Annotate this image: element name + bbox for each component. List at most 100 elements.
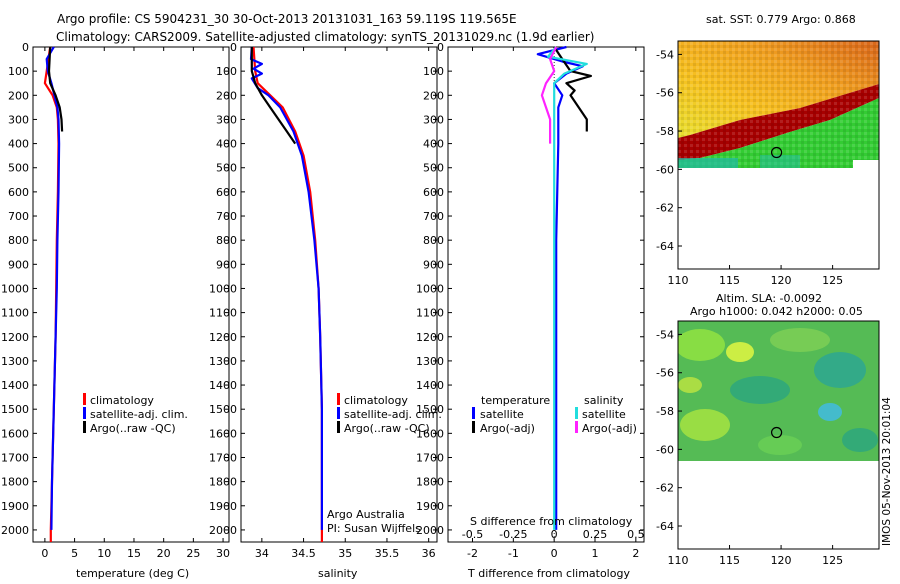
temperature-xtick-label: 5 [71,547,78,560]
legend-label-sal-satellite: satellite [582,408,626,421]
legend-swatch-temp-argo [472,421,475,433]
difference-xtick-top-label: 0.5 [627,528,645,541]
temperature-xlabel: temperature (deg C) [76,567,189,580]
sst-map-xtick-label: 110 [668,274,689,287]
sla-map-ytick-label: -62 [656,482,674,495]
sla-map-ytick-label: -64 [656,520,674,533]
temperature-ytick-label: 300 [8,113,29,126]
legend-title-salinity: salinity [584,394,624,407]
salinity-ytick-label: 1000 [209,282,237,295]
legend-swatch-argo [337,421,340,433]
difference-ytick-label: 100 [423,65,444,78]
difference-ytick-label: 2000 [416,524,444,537]
difference-ytick-label: 1700 [416,451,444,464]
temperature-xtick-label: 0 [41,547,48,560]
sst-map [678,41,879,269]
legend-swatch-sal-argo [575,421,578,433]
difference-series-salinity-argo-adj [540,46,558,144]
temperature-ytick-label: 1800 [1,476,29,489]
lines-layer [43,45,593,542]
difference-xlabel-top: S difference from climatology [470,515,633,528]
salinity-ytick-label: 500 [216,162,237,175]
difference-ytick-label: 900 [423,258,444,271]
difference-ytick-label: 700 [423,210,444,223]
temperature-ytick-label: 100 [8,65,29,78]
difference-ytick-label: 1900 [416,500,444,513]
sst-map-ytick-label: -60 [656,163,674,176]
legend-label-sal-argo: Argo(-adj) [582,422,637,435]
difference-ytick-label: 1400 [416,379,444,392]
temperature-legend: climatology satellite-adj. clim. Argo(..… [83,393,188,435]
temperature-xtick-label: 20 [157,547,171,560]
annotation-line1: Argo Australia [327,508,405,521]
difference-ytick-label: 1100 [416,307,444,320]
axes-layer: 0100200300400500600700800900100011001200… [1,41,645,560]
sla-map-xtick-label: 110 [668,554,689,567]
difference-ytick-label: 800 [423,234,444,247]
difference-xtick-label: 2 [632,547,639,560]
sla-map-frame [677,320,880,550]
legend-swatch-argo [83,421,86,433]
sla-map-ytick-label: -58 [656,405,674,418]
header-line1: Argo profile: CS 5904231_30 30-Oct-2013 … [57,12,517,26]
salinity-series-satellite-adj-clim [249,46,323,530]
legend-swatch-sal-satellite [575,407,578,419]
salinity-xtick-label: 34 [255,547,269,560]
sla-map-ytick-label: -54 [656,328,674,341]
sst-map-xtick-label: 120 [771,274,792,287]
legend-label-climatology: climatology [90,394,154,407]
legend-label-argo: Argo(..raw -QC) [90,422,176,435]
difference-ytick-label: 1200 [416,331,444,344]
sst-map-ytick-label: -58 [656,125,674,138]
sst-map-xtick-label: 115 [719,274,740,287]
annotation-line2: PI: Susan Wijffels [327,522,421,535]
temperature-ytick-label: 400 [8,138,29,151]
salinity-series-argo-raw-qc [250,47,297,145]
salinity-legend: climatology satellite-adj. clim. Argo(..… [337,393,442,435]
sst-map-ytick-label: -56 [656,87,674,100]
legend-swatch-satellite [83,407,86,419]
temperature-ytick-label: 500 [8,162,29,175]
temperature-ytick-label: 1700 [1,451,29,464]
temperature-axes [32,46,230,543]
salinity-ytick-label: 1800 [209,476,237,489]
salinity-ytick-label: 1600 [209,427,237,440]
sla-map-xtick-label: 120 [771,554,792,567]
salinity-xtick-label: 36 [422,547,436,560]
temperature-ytick-label: 200 [8,89,29,102]
difference-xtick-top-label: 0.25 [583,528,608,541]
temperature-ytick-label: 900 [8,258,29,271]
difference-series-temperature-satellite [536,45,584,530]
salinity-ytick-label: 600 [216,186,237,199]
salinity-ytick-label: 200 [216,89,237,102]
salinity-ytick-label: 100 [216,65,237,78]
difference-xtick-label: 0 [551,547,558,560]
imos-stamp: IMOS 05-Nov-2013 20:01:04 [881,397,893,546]
temperature-ytick-label: 1400 [1,379,29,392]
temperature-ytick-label: 600 [8,186,29,199]
sst-map-frame [677,40,880,270]
difference-xtick-label: -1 [508,547,519,560]
sla-map-xtick-label: 125 [822,554,843,567]
difference-ytick-label: 200 [423,89,444,102]
legend-label-temp-argo: Argo(-adj) [480,422,535,435]
argo-marker-sst [770,146,783,159]
difference-series-salinity-satellite [546,46,588,530]
difference-ytick-label: 1600 [416,427,444,440]
temperature-ytick-label: 1600 [1,427,29,440]
temperature-ytick-label: 800 [8,234,29,247]
salinity-xlabel: salinity [318,567,358,580]
temperature-ytick-label: 700 [8,210,29,223]
sla-map-subtitle: Argo h1000: 0.042 h2000: 0.05 [690,305,863,318]
sst-map-ytick-label: -62 [656,202,674,215]
salinity-ytick-label: 400 [216,138,237,151]
sst-map-ytick-label: -54 [656,48,674,61]
salinity-axes [240,46,438,543]
salinity-xtick-label: 35.5 [375,547,400,560]
salinity-ytick-label: 1300 [209,355,237,368]
temperature-ytick-label: 1900 [1,500,29,513]
salinity-ytick-label: 1500 [209,403,237,416]
salinity-ytick-label: 0 [230,41,237,54]
temperature-ytick-label: 2000 [1,524,29,537]
